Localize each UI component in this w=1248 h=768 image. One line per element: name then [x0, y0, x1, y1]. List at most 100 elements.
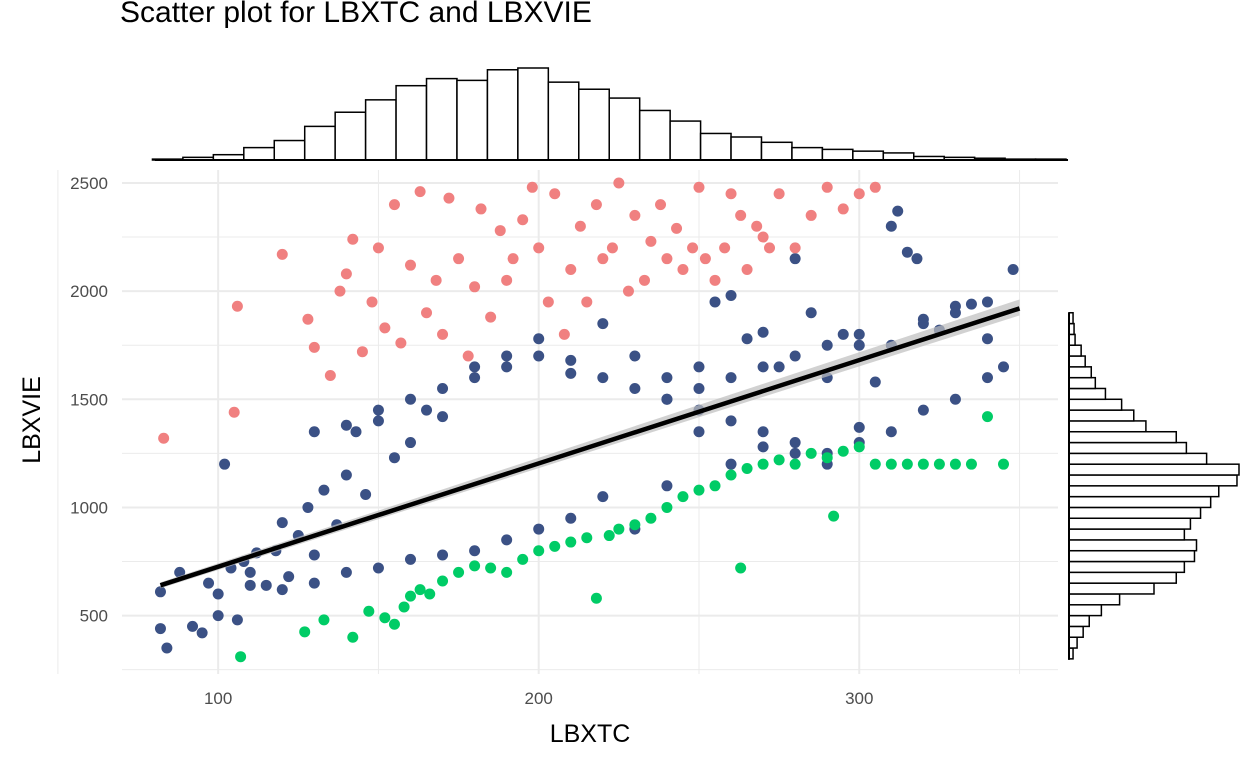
scatter-point-low: [805, 447, 817, 459]
top-hist-bar: [699, 132, 732, 161]
scatter-point-main: [404, 437, 416, 449]
right-hist-bar: [1068, 560, 1186, 574]
scatter-point-main: [308, 426, 320, 438]
scatter-point-low: [709, 480, 721, 492]
scatter-point-high: [661, 253, 673, 265]
scatter-point-high: [725, 188, 737, 200]
scatter-point-high: [475, 203, 487, 215]
scatter-point-high: [751, 220, 763, 232]
scatter-point-high: [677, 264, 689, 276]
scatter-point-low: [414, 584, 426, 596]
scatter-point-main: [501, 350, 513, 362]
scatter-point-high: [302, 313, 314, 325]
scatter-point-main: [372, 562, 384, 574]
scatter-point-main: [437, 411, 449, 423]
scatter-point-low: [533, 545, 545, 557]
scatter-point-main: [533, 523, 545, 535]
scatter-point-low: [485, 562, 497, 574]
top-hist-bar: [669, 120, 702, 161]
scatter-point-low: [645, 512, 657, 524]
scatter-point-high: [324, 369, 336, 381]
scatter-point-main: [340, 419, 352, 431]
x-tick-label: 100: [204, 689, 232, 708]
scatter-point-main: [725, 415, 737, 427]
scatter-point-main: [693, 426, 705, 438]
scatter-point-low: [757, 458, 769, 470]
scatter-point-low: [741, 463, 753, 475]
scatter-point-high: [517, 214, 529, 226]
scatter-point-high: [308, 341, 320, 353]
scatter-point-low: [998, 458, 1010, 470]
scatter-point-main: [789, 447, 801, 459]
scatter-point-main: [661, 480, 673, 492]
scatter-point-main: [911, 253, 923, 265]
scatter-point-main: [283, 571, 295, 583]
y-tick-label: 2000: [70, 282, 108, 301]
scatter-point-low: [424, 588, 436, 600]
scatter-point-main: [469, 372, 481, 384]
scatter-point-high: [421, 307, 433, 319]
top-hist-bar: [456, 79, 489, 161]
scatter-point-main: [981, 372, 993, 384]
right-hist-bar: [1068, 463, 1240, 476]
right-hist-bar: [1068, 355, 1086, 368]
scatter-point-main: [949, 307, 961, 319]
scatter-point-high: [443, 192, 455, 204]
scatter-point-main: [789, 350, 801, 362]
scatter-point-main: [565, 512, 577, 524]
scatter-point-high: [735, 209, 747, 221]
scatter-point-high: [462, 350, 474, 362]
scatter-point-low: [437, 575, 449, 587]
scatter-point-main: [853, 421, 865, 433]
scatter-point-high: [837, 203, 849, 215]
scatter-point-high: [526, 181, 538, 193]
scatter-point-low: [517, 553, 529, 565]
top-hist-bar: [760, 141, 793, 161]
right-hist-bar: [1068, 604, 1103, 617]
scatter-point-main: [757, 361, 769, 373]
x-tick-label: 200: [525, 689, 553, 708]
scatter-point-main: [981, 296, 993, 308]
scatter-point-main: [565, 354, 577, 366]
scatter-point-low: [299, 626, 311, 638]
scatter-point-high: [629, 209, 641, 221]
scatter-point-low: [965, 458, 977, 470]
scatter-point-main: [154, 586, 166, 598]
scatter-point-main: [869, 376, 881, 388]
scatter-point-main: [501, 361, 513, 373]
scatter-point-low: [677, 491, 689, 503]
scatter-point-high: [581, 296, 593, 308]
scatter-point-low: [581, 532, 593, 544]
scatter-point-low: [318, 614, 330, 626]
scatter-point-low: [853, 441, 865, 453]
right-hist-bar: [1068, 539, 1198, 552]
scatter-point-main: [231, 614, 243, 626]
scatter-point-low: [404, 590, 416, 602]
scatter-point-high: [507, 253, 519, 265]
scatter-point-main: [203, 577, 215, 589]
scatter-point-low: [469, 560, 481, 572]
scatter-point-main: [965, 298, 977, 310]
x-tick-label: 300: [845, 689, 873, 708]
scatter-point-main: [853, 328, 865, 340]
top-hist-bar: [425, 77, 458, 161]
right-hist-bar: [1068, 344, 1082, 357]
top-hist-bar: [273, 139, 306, 161]
scatter-point-high: [645, 235, 657, 247]
scatter-point-low: [735, 562, 747, 574]
top-histogram: [151, 67, 1069, 161]
scatter-point-high: [388, 199, 400, 211]
scatter-point-main: [597, 318, 609, 330]
scatter-point-main: [219, 458, 231, 470]
right-hist-bar: [1068, 495, 1212, 509]
scatter-point-main: [404, 393, 416, 405]
scatter-point-high: [757, 231, 769, 243]
fit-line: [159, 306, 1021, 588]
scatter-point-main: [404, 553, 416, 565]
fit-line-group: [159, 299, 1021, 589]
scatter-point-high: [597, 253, 609, 265]
x-axis-title: LBXTC: [550, 720, 631, 748]
scatter-point-main: [757, 326, 769, 338]
scatter-point-high: [485, 311, 497, 323]
scatter-point-high: [558, 328, 570, 340]
